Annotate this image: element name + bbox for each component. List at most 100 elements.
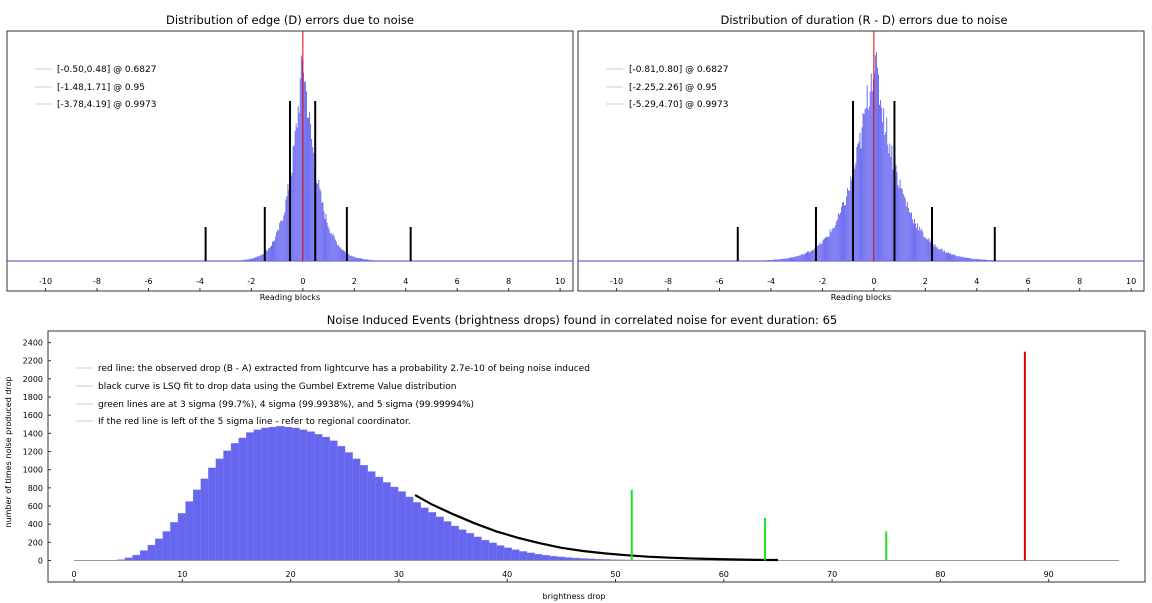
x-tick-label: 10 <box>555 277 565 286</box>
edge-error-legend: [-0.50,0.48] @ 0.6827 [-1.48,1.71] @ 0.9… <box>35 65 156 110</box>
x-tick-label: 2 <box>923 277 928 286</box>
edge-error-x-label: Reading blocks <box>260 293 320 302</box>
histogram-bar <box>473 536 482 561</box>
histogram-bar <box>276 425 285 561</box>
edge-error-x-ticks: -10 -8 -6 -4 -2 0 2 4 6 8 10 <box>39 277 565 291</box>
y-tick-label: 600 <box>28 502 43 511</box>
histogram-bar <box>503 547 512 561</box>
histogram-bar <box>208 467 217 561</box>
gumbel-fit-curve <box>414 494 779 562</box>
duration-error-panel: Distribution of duration (R - D) errors … <box>577 13 1145 302</box>
edge-error-title: Distribution of edge (D) errors due to n… <box>166 13 414 27</box>
histogram-bar <box>443 521 452 561</box>
x-tick-label: 4 <box>403 277 408 286</box>
histogram-bar <box>534 553 543 561</box>
histogram-bar <box>488 542 497 561</box>
y-tick-label: 2200 <box>23 357 43 366</box>
noise-events-histogram <box>117 425 717 561</box>
x-tick-label: 4 <box>974 277 979 286</box>
histogram-bar <box>177 513 186 561</box>
noise-events-ticks: 0 10 20 30 40 50 60 70 80 90 0 200 400 600 800 1000 1200… <box>23 339 1054 582</box>
x-tick-label: -2 <box>247 277 255 286</box>
histogram-bar <box>253 429 262 561</box>
noise-events-lines <box>74 351 1120 562</box>
x-tick-label: -4 <box>196 277 204 286</box>
histogram-bar <box>390 486 399 561</box>
histogram-bar <box>170 522 179 561</box>
x-tick-label: -8 <box>93 277 101 286</box>
edge-error-panel: Distribution of edge (D) errors due to n… <box>6 13 574 302</box>
edge-error-marks <box>7 31 573 262</box>
histogram-bar <box>382 482 391 561</box>
y-tick-label: 800 <box>28 484 43 493</box>
legend-entry: If the red line is left of the 5 sigma l… <box>98 417 411 427</box>
noise-events-panel: Noise Induced Events (brightness drops) … <box>4 313 1146 601</box>
y-tick-label: 1800 <box>23 393 43 402</box>
noise-events-y-label: number of times noise produced drop <box>4 377 13 528</box>
duration-error-legend: [-0.81,0.80] @ 0.6827 [-2.25,2.26] @ 0.9… <box>606 65 728 110</box>
histogram-bar <box>162 531 171 561</box>
histogram-bar <box>518 551 528 561</box>
x-tick-label: 10 <box>1126 277 1136 286</box>
histogram-bar <box>139 550 149 561</box>
legend-entry: [-3.78,4.19] @ 0.9973 <box>57 100 156 110</box>
histogram-bar <box>246 432 255 561</box>
histogram-bar <box>435 516 444 561</box>
histogram-bar <box>541 555 550 561</box>
x-tick-label: 0 <box>300 277 305 286</box>
histogram-bar <box>450 525 459 561</box>
y-tick-label: 1200 <box>23 448 43 457</box>
x-tick-label: 8 <box>1077 277 1082 286</box>
histogram-bar <box>526 552 535 561</box>
x-tick-label: 0 <box>71 570 76 579</box>
legend-entry: [-0.81,0.80] @ 0.6827 <box>629 65 728 75</box>
histogram-bar <box>549 555 558 561</box>
duration-error-plot-frame <box>577 30 1145 292</box>
histogram-bar <box>344 452 353 561</box>
histogram-bar <box>223 450 232 561</box>
x-tick-label: 30 <box>394 570 404 579</box>
histogram-bar <box>261 427 270 561</box>
histogram-bar <box>420 507 429 561</box>
histogram-bar <box>427 512 437 561</box>
noise-events-legend: red line: the observed drop (B - A) extr… <box>76 364 590 427</box>
x-tick-label: 0 <box>871 277 876 286</box>
x-tick-label: 90 <box>1044 570 1054 579</box>
histogram-bar <box>329 440 338 561</box>
x-tick-label: -4 <box>767 277 775 286</box>
duration-error-x-ticks: -10 -8 -6 -4 -2 0 2 4 6 8 10 <box>610 277 1136 291</box>
histogram-bar <box>511 549 520 561</box>
y-tick-label: 400 <box>28 520 43 529</box>
x-tick-label: -10 <box>39 277 52 286</box>
histogram-bar <box>496 545 505 561</box>
histogram-bar <box>283 426 293 561</box>
histogram-bar <box>458 529 467 561</box>
histogram-bar <box>465 533 475 561</box>
x-tick-label: 70 <box>827 570 837 579</box>
y-tick-label: 1600 <box>23 411 43 420</box>
histogram-bar <box>147 544 156 561</box>
x-tick-label: 40 <box>502 570 512 579</box>
histogram-bar <box>155 538 164 561</box>
histogram-bar <box>412 502 422 561</box>
x-tick-label: -2 <box>818 277 826 286</box>
histogram-bar <box>200 478 209 561</box>
legend-entry: black curve is LSQ fit to drop data usin… <box>98 382 456 392</box>
y-tick-label: 200 <box>28 538 43 547</box>
histogram-bar <box>132 554 141 561</box>
y-tick-label: 1000 <box>23 466 43 475</box>
legend-entry: green lines are at 3 sigma (99.7%), 4 si… <box>98 400 474 410</box>
legend-entry: [-1.48,1.71] @ 0.95 <box>57 83 145 93</box>
histogram-bar <box>238 437 247 561</box>
histogram-bar <box>405 496 414 561</box>
histogram-bar <box>268 426 277 561</box>
legend-entry: [-0.50,0.48] @ 0.6827 <box>57 65 156 75</box>
histogram-bar <box>352 458 361 561</box>
histogram-bar <box>306 431 315 561</box>
histogram-bar <box>185 501 194 561</box>
duration-error-title: Distribution of duration (R - D) errors … <box>720 13 1007 27</box>
y-tick-label: 2000 <box>23 375 43 384</box>
legend-entry: red line: the observed drop (B - A) extr… <box>98 364 590 374</box>
noise-events-title: Noise Induced Events (brightness drops) … <box>327 313 837 327</box>
x-tick-label: 50 <box>610 570 620 579</box>
